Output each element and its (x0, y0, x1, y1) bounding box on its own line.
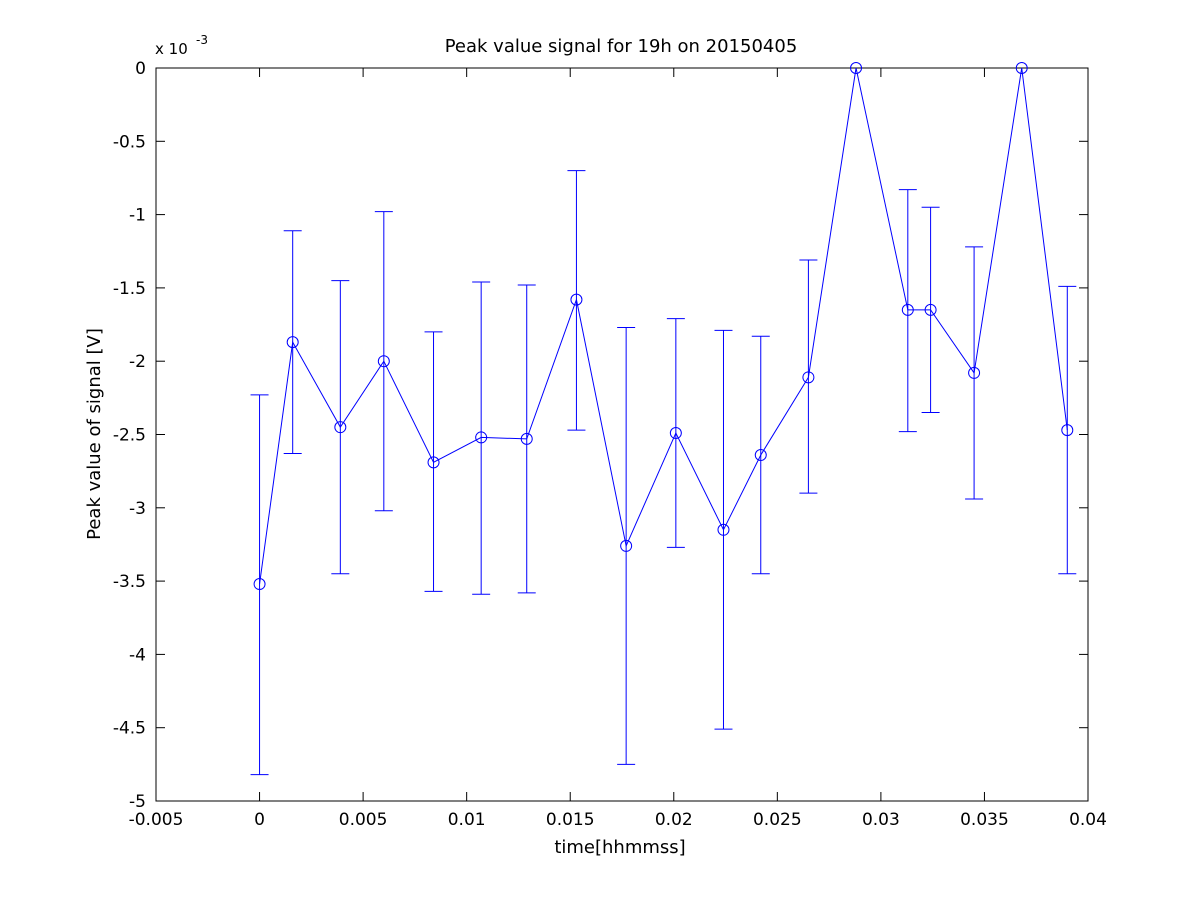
data-point-marker (620, 539, 633, 552)
y-tick-label: -5 (129, 792, 146, 812)
y-tick-label: -4 (129, 645, 146, 665)
y-tick-label: -4.5 (113, 719, 146, 739)
data-point-marker (802, 371, 815, 384)
y-multiplier: x 10 -3 (155, 33, 208, 58)
x-tick-label: 0 (254, 810, 265, 830)
y-tick-label: -2.5 (113, 426, 146, 446)
data-point-marker (520, 432, 533, 445)
y-tick-label: -1 (129, 206, 146, 226)
x-axis-label: time[hhmmss] (554, 837, 685, 858)
y-multiplier-exponent: -3 (196, 33, 208, 47)
data-point-marker (754, 449, 767, 462)
data-point-marker (570, 293, 583, 306)
data-point-marker (427, 456, 440, 469)
x-tick-label: -0.005 (129, 810, 184, 830)
data-point-marker (253, 578, 266, 591)
data-point-marker (717, 523, 730, 536)
data-point-marker (850, 62, 863, 74)
y-multiplier-label: x 10 (155, 40, 188, 58)
y-tick-label: -3 (129, 499, 146, 519)
x-tick-label: 0.04 (1069, 810, 1107, 830)
data-point-marker (1015, 62, 1028, 74)
x-tick-label: 0.035 (960, 810, 1009, 830)
y-tick-label: -3.5 (113, 572, 146, 592)
x-axis-ticks: -0.005 0 0.005 0.01 0.015 0.02 0.025 0.03 0.035 0… (129, 68, 1107, 830)
x-tick-label: 0.02 (655, 810, 693, 830)
y-tick-label: -1.5 (113, 279, 146, 299)
y-tick-label: -0.5 (113, 132, 146, 152)
series-markers (253, 62, 1074, 591)
data-point-marker (286, 336, 299, 349)
data-point-marker (669, 427, 682, 440)
data-point-marker (968, 366, 981, 379)
data-point-marker (334, 421, 347, 434)
data-point-marker (901, 303, 914, 316)
data-point-marker (475, 431, 488, 444)
x-tick-label: 0.03 (862, 810, 900, 830)
data-point-marker (1061, 424, 1074, 437)
chart-title: Peak value signal for 19h on 20150405 (445, 36, 798, 57)
x-tick-label: 0.025 (753, 810, 802, 830)
series-line (259, 67, 1068, 585)
plot-area: -0.005 0 0.005 0.01 0.015 0.02 0.025 0.03 0.035 0… (113, 59, 1107, 830)
x-tick-label: 0.005 (339, 810, 388, 830)
x-tick-label: 0.015 (546, 810, 595, 830)
data-point-marker (924, 303, 937, 316)
y-axis-ticks: 0 -0.5 -1 -1.5 -2 -2.5 -3 -3.5 -4 -4.5 -5 (113, 59, 1088, 812)
y-tick-label: 0 (135, 59, 146, 79)
y-axis-label: Peak value of signal [V] (84, 328, 105, 540)
y-tick-label: -2 (129, 352, 146, 372)
data-point-marker (377, 355, 390, 368)
x-tick-label: 0.01 (448, 810, 486, 830)
